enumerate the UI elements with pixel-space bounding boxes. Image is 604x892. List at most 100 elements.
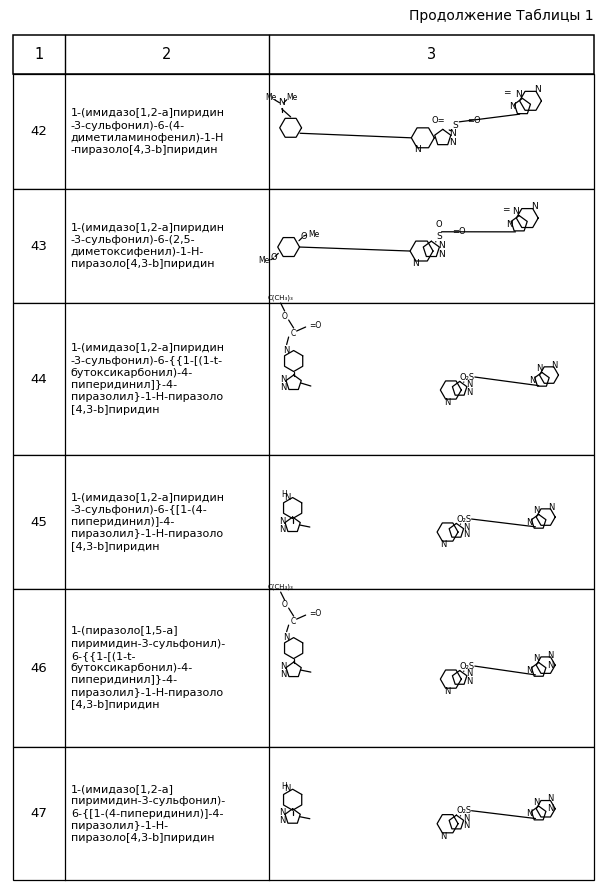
Text: N: N xyxy=(449,138,456,147)
Text: 46: 46 xyxy=(31,662,48,674)
Text: C(CH₃)₃: C(CH₃)₃ xyxy=(268,584,294,591)
Text: N: N xyxy=(440,540,447,549)
Text: O₂S: O₂S xyxy=(459,373,474,382)
Text: N: N xyxy=(466,380,472,389)
Text: 3: 3 xyxy=(427,47,436,62)
Text: N: N xyxy=(531,202,538,211)
Text: N: N xyxy=(280,383,286,392)
Text: N: N xyxy=(279,516,286,525)
Bar xyxy=(13,189,594,302)
Text: N: N xyxy=(283,345,290,354)
Text: Me: Me xyxy=(258,256,269,265)
Text: =O: =O xyxy=(452,227,465,236)
Text: N: N xyxy=(533,507,539,516)
Text: N: N xyxy=(548,650,554,660)
Text: N: N xyxy=(529,376,536,384)
Text: H: H xyxy=(281,781,286,790)
Text: Продолжение Таблицы 1: Продолжение Таблицы 1 xyxy=(410,9,594,23)
Text: N: N xyxy=(463,822,469,830)
Text: 43: 43 xyxy=(31,240,48,252)
Text: N: N xyxy=(279,816,286,825)
Text: N: N xyxy=(466,388,472,397)
Text: N: N xyxy=(548,805,554,814)
Text: C: C xyxy=(291,616,297,625)
Text: O: O xyxy=(300,232,307,241)
Text: 44: 44 xyxy=(31,373,48,385)
Text: Me: Me xyxy=(308,230,320,239)
Text: N: N xyxy=(548,502,554,512)
Text: 1-(имидазо[1,2-а]
пиримидин-3-сульфонил)-
6-{[1-(4-пиперидинил)]-4-
пиразолил}-1: 1-(имидазо[1,2-а] пиримидин-3-сульфонил)… xyxy=(71,784,225,843)
Text: O: O xyxy=(281,311,288,320)
Text: 1-(имидазо[1,2-а]пиридин
-3-сульфонил)-6-{{1-[(1-t-
бутоксикарбонил)-4-
пипериди: 1-(имидазо[1,2-а]пиридин -3-сульфонил)-6… xyxy=(71,343,225,415)
Bar xyxy=(13,35,594,74)
Text: N: N xyxy=(280,670,286,679)
Text: N: N xyxy=(280,662,286,671)
Text: N: N xyxy=(463,523,469,532)
Text: 1-(имидазо[1,2-а]пиридин
-3-сульфонил)-6-(2,5-
диметоксифенил)-1-Н-
пиразоло[4,3: 1-(имидазо[1,2-а]пиридин -3-сульфонил)-6… xyxy=(71,223,225,269)
Text: N: N xyxy=(449,128,456,137)
Text: 42: 42 xyxy=(31,125,48,138)
Text: N: N xyxy=(438,250,445,259)
Text: 2: 2 xyxy=(162,47,172,62)
Text: N: N xyxy=(463,814,469,823)
Text: N: N xyxy=(440,831,447,841)
Text: 1-(имидазо[1,2-а]пиридин
-3-сульфонил)-6-(4-
диметиламинофенил)-1-Н
-пиразоло[4,: 1-(имидазо[1,2-а]пиридин -3-сульфонил)-6… xyxy=(71,109,225,155)
Text: O: O xyxy=(281,599,288,608)
Text: =: = xyxy=(502,205,510,214)
Text: Me: Me xyxy=(265,94,276,103)
Text: N: N xyxy=(506,219,512,228)
Text: =: = xyxy=(503,88,510,97)
Text: S: S xyxy=(452,121,458,130)
Text: O₂S: O₂S xyxy=(459,662,474,671)
Text: =O: =O xyxy=(310,608,322,617)
Text: N: N xyxy=(413,260,419,268)
Text: S: S xyxy=(437,232,443,241)
Text: N: N xyxy=(515,90,522,99)
Text: N: N xyxy=(548,661,554,670)
Bar xyxy=(13,589,594,747)
Text: =O: =O xyxy=(467,116,481,126)
Text: N: N xyxy=(444,398,450,407)
Bar xyxy=(13,747,594,880)
Text: O=: O= xyxy=(432,116,445,126)
Text: =O: =O xyxy=(310,320,322,329)
Text: N: N xyxy=(466,669,472,678)
Text: 45: 45 xyxy=(31,516,48,529)
Text: N: N xyxy=(279,808,286,817)
Text: N: N xyxy=(463,530,469,539)
Text: Me: Me xyxy=(286,94,297,103)
Text: N: N xyxy=(513,207,519,216)
Text: N: N xyxy=(278,98,285,107)
Text: O: O xyxy=(435,220,442,229)
Bar xyxy=(13,455,594,589)
Text: N: N xyxy=(466,677,472,686)
Text: N: N xyxy=(533,798,539,807)
Text: N: N xyxy=(279,524,286,533)
Text: N: N xyxy=(509,103,516,112)
Text: 1: 1 xyxy=(34,47,43,62)
Text: 47: 47 xyxy=(31,807,48,821)
Text: H: H xyxy=(281,490,286,499)
Text: O₂S: O₂S xyxy=(456,806,471,815)
Text: N: N xyxy=(414,145,420,153)
Text: N: N xyxy=(438,241,445,250)
Text: N: N xyxy=(284,784,291,793)
Text: N: N xyxy=(444,687,450,696)
Text: C: C xyxy=(291,328,297,337)
Text: N: N xyxy=(284,492,291,501)
Text: 1-(пиразоло[1,5-а]
пиримидин-3-сульфонил)-
6-{{1-[(1-t-
бутоксикарбонил)-4-
пипе: 1-(пиразоло[1,5-а] пиримидин-3-сульфонил… xyxy=(71,626,225,710)
Text: N: N xyxy=(526,517,532,526)
Text: O: O xyxy=(271,253,277,262)
Text: N: N xyxy=(283,632,290,641)
Text: N: N xyxy=(526,665,532,674)
Text: N: N xyxy=(536,364,542,374)
Text: N: N xyxy=(551,360,557,369)
Text: N: N xyxy=(533,655,539,664)
Text: N: N xyxy=(526,809,532,818)
Text: O₂S: O₂S xyxy=(456,515,471,524)
Text: 1-(имидазо[1,2-а]пиридин
-3-сульфонил)-6-{[1-(4-
пиперидинил)]-4-
пиразолил}-1-Н: 1-(имидазо[1,2-а]пиридин -3-сульфонил)-6… xyxy=(71,492,225,551)
Bar xyxy=(13,302,594,455)
Text: C(CH₃)₃: C(CH₃)₃ xyxy=(268,294,294,301)
Text: N: N xyxy=(534,85,541,94)
Text: N: N xyxy=(280,375,286,384)
